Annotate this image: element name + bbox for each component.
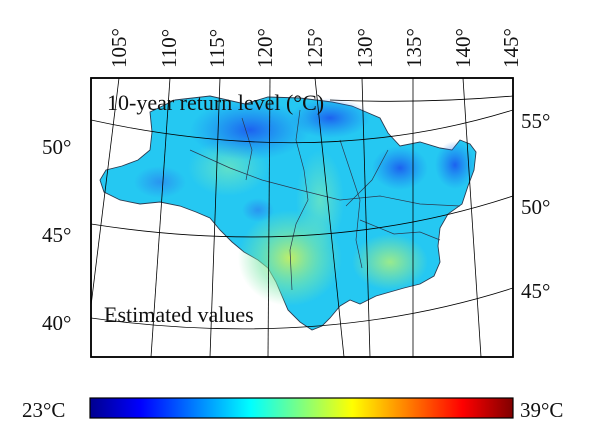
lon-tick-110: 110° — [157, 29, 181, 68]
colorbar-max-label: 39°C — [520, 398, 563, 422]
lat-tick-left-40: 40° — [42, 311, 71, 335]
lon-tick-130: 130° — [353, 28, 377, 68]
lon-tick-120: 120° — [253, 28, 277, 68]
lon-tick-125: 125° — [303, 28, 327, 68]
lat-tick-left-45: 45° — [42, 223, 71, 247]
lat-tick-left-50: 50° — [42, 135, 71, 159]
lon-tick-135: 135° — [402, 28, 426, 68]
colorbar-min-label: 23°C — [22, 398, 65, 422]
lat-tick-right-55: 55° — [521, 109, 550, 133]
lat-tick-right-45: 45° — [521, 279, 550, 303]
lon-tick-145: 145° — [499, 28, 523, 68]
left-latitude-ticks: 50° 45° 40° — [42, 135, 71, 335]
map-title: 10-year return level (°C) — [107, 90, 324, 115]
lon-tick-140: 140° — [451, 28, 475, 68]
lon-tick-105: 105° — [107, 28, 131, 68]
temperature-field — [134, 98, 475, 306]
lon-tick-115: 115° — [205, 29, 229, 68]
top-longitude-ticks: 105° 110° 115° 120° 125° 130° 135° 140° … — [107, 28, 523, 68]
graticule — [91, 78, 513, 357]
right-latitude-ticks: 55° 50° 45° — [521, 109, 550, 303]
map-subtitle: Estimated values — [104, 302, 254, 327]
lat-tick-right-50: 50° — [521, 195, 550, 219]
colorbar — [89, 397, 514, 419]
